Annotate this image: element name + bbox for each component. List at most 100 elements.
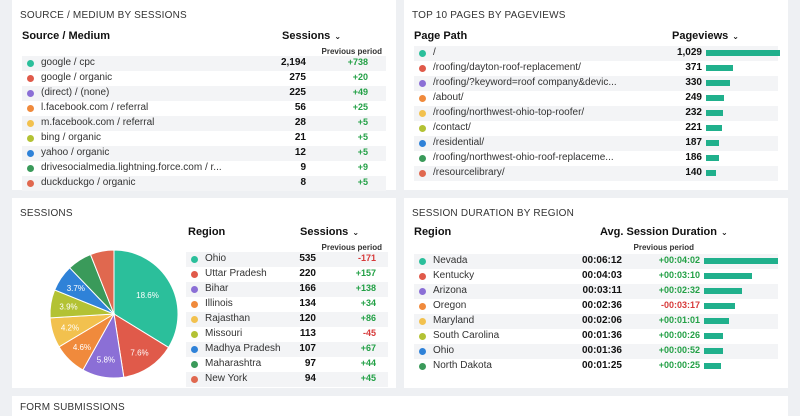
table-row[interactable]: /roofing/northwest-ohio-top-roofer/232 — [414, 106, 778, 121]
row-change: +5 — [357, 132, 368, 142]
row-label: yahoo / organic — [41, 147, 110, 158]
table-row[interactable]: drivesocialmedia.lightning.force.com / r… — [22, 161, 386, 176]
legend-dot — [419, 155, 426, 162]
pie-slice-label: 7.6% — [130, 348, 148, 357]
table-row[interactable]: /about/249 — [414, 91, 778, 106]
row-label: New York — [205, 373, 248, 384]
table-row[interactable]: /resourcelibrary/140 — [414, 166, 778, 181]
legend-dot — [191, 346, 198, 353]
legend-dot — [419, 333, 426, 340]
table-row[interactable]: google / organic 275 +20 — [22, 71, 386, 86]
table-row[interactable]: Kentucky 00:04:03 +00:03:10 — [414, 269, 778, 284]
table-row[interactable]: Rajasthan 120 +86 — [186, 312, 388, 327]
row-value: 8 — [300, 177, 306, 188]
legend-dot — [27, 60, 34, 67]
table-row[interactable]: Nevada 00:06:12 +00:04:02 — [414, 254, 778, 269]
table-row[interactable]: Maryland 00:02:06 +00:01:01 — [414, 314, 778, 329]
table-row[interactable]: /residential/187 — [414, 136, 778, 151]
row-change: +00:00:26 — [658, 330, 700, 340]
table-row[interactable]: yahoo / organic 12 +5 — [22, 146, 386, 161]
row-value: 12 — [294, 147, 306, 158]
table-row[interactable]: bing / organic 21 +5 — [22, 131, 386, 146]
column-header-page-path: Page Path — [414, 30, 468, 42]
table-row[interactable]: l.facebook.com / referral 56 +25 — [22, 101, 386, 116]
table-row[interactable]: google / cpc 2,194 +738 — [22, 56, 386, 71]
sort-sessions-button[interactable]: Sessions ⌄ — [300, 226, 359, 238]
table-row[interactable]: Madhya Pradesh 107 +67 — [186, 342, 388, 357]
row-label: (direct) / (none) — [41, 87, 110, 98]
table-row[interactable]: /roofing/northwest-ohio-roof-replaceme..… — [414, 151, 778, 166]
row-value: 2,194 — [280, 57, 306, 68]
sort-sessions-button[interactable]: Sessions ⌄ — [282, 30, 341, 42]
row-value: 535 — [299, 253, 316, 264]
legend-dot — [419, 288, 426, 295]
sort-pageviews-button[interactable]: Pageviews ⌄ — [672, 30, 739, 42]
row-bar — [706, 110, 723, 116]
table-row[interactable]: /contact/221 — [414, 121, 778, 136]
row-label: Ohio — [205, 253, 227, 264]
table-row[interactable]: Arizona 00:03:11 +00:02:32 — [414, 284, 778, 299]
legend-dot — [27, 90, 34, 97]
row-label: Maryland — [433, 315, 475, 326]
pie-slice-label: 3.9% — [59, 303, 77, 312]
column-header-source-medium: Source / Medium — [22, 30, 111, 42]
row-value: 249 — [685, 92, 702, 103]
legend-dot — [27, 165, 34, 172]
pie-slice[interactable] — [113, 249, 179, 349]
row-label: /resourcelibrary/ — [433, 167, 505, 178]
legend-dot — [27, 150, 34, 157]
legend-dot — [419, 110, 426, 117]
row-value: 220 — [299, 268, 316, 279]
row-label: /contact/ — [433, 122, 471, 133]
row-value: 00:01:36 — [581, 345, 622, 356]
table-row[interactable]: Ohio 535 -171 — [186, 252, 388, 267]
row-label: Nevada — [433, 255, 468, 266]
row-label: google / organic — [41, 72, 113, 83]
pie-slice[interactable] — [113, 313, 170, 378]
row-bar — [706, 80, 730, 86]
row-value: 1,029 — [676, 47, 702, 58]
row-change: +20 — [352, 72, 368, 82]
table-row[interactable]: /roofing/?keyword=roof company&devic... 3… — [414, 76, 778, 91]
legend-dot — [191, 256, 198, 263]
pie-slice-label: 4.6% — [73, 343, 91, 352]
legend-dot — [27, 135, 34, 142]
sessions-pie-chart: 18.6% 7.6% 5.8% 4.6% 4.2% 3.9% 3.7% — [46, 246, 182, 382]
row-change: +5 — [357, 177, 368, 187]
row-change: +157 — [355, 268, 376, 278]
table-row[interactable]: North Dakota 00:01:25 +00:00:25 — [414, 359, 778, 374]
row-label: / — [433, 47, 436, 58]
table-row[interactable]: (direct) / (none) 225 +49 — [22, 86, 386, 101]
table-row[interactable]: duckduckgo / organic 8 +5 — [22, 176, 386, 191]
table-row[interactable]: Maharashtra 97 +44 — [186, 357, 388, 372]
row-change: -171 — [357, 253, 376, 263]
legend-dot — [191, 376, 198, 383]
row-change: +00:02:32 — [658, 285, 700, 295]
table-row[interactable]: Missouri 113 -45 — [186, 327, 388, 342]
row-bar — [706, 125, 722, 131]
table-row[interactable]: New York 94 +45 — [186, 372, 388, 387]
source-medium-list: google / cpc 2,194 +738 google / organic 275… — [22, 56, 386, 191]
row-change: +00:00:52 — [658, 345, 700, 355]
table-row[interactable]: / 1,029 — [414, 46, 780, 61]
row-change: +00:00:25 — [658, 360, 700, 370]
column-header-avg-duration: Avg. Session Duration — [600, 226, 717, 238]
table-row[interactable]: Bihar 166 +138 — [186, 282, 388, 297]
table-row[interactable]: South Carolina 00:01:36 +00:00:26 — [414, 329, 778, 344]
legend-dot — [419, 65, 426, 72]
table-row[interactable]: Oregon 00:02:36 -00:03:17 — [414, 299, 778, 314]
table-row[interactable]: Illinois 134 +34 — [186, 297, 388, 312]
pie-slice[interactable] — [89, 249, 115, 315]
table-row[interactable]: Ohio 00:01:36 +00:00:52 — [414, 344, 778, 359]
legend-dot — [191, 316, 198, 323]
column-header-sessions: Sessions — [282, 30, 331, 42]
table-row[interactable]: m.facebook.com / referral 28 +5 — [22, 116, 386, 131]
sort-duration-button[interactable]: Avg. Session Duration ⌄ — [600, 226, 728, 238]
legend-dot — [419, 140, 426, 147]
row-value: 00:02:36 — [581, 300, 622, 311]
table-row[interactable]: /roofing/dayton-roof-replacement/371 — [414, 61, 778, 76]
row-label: Missouri — [205, 328, 243, 339]
row-bar — [706, 170, 716, 176]
table-row[interactable]: Uttar Pradesh 220 +157 — [186, 267, 388, 282]
legend-dot — [191, 331, 198, 338]
